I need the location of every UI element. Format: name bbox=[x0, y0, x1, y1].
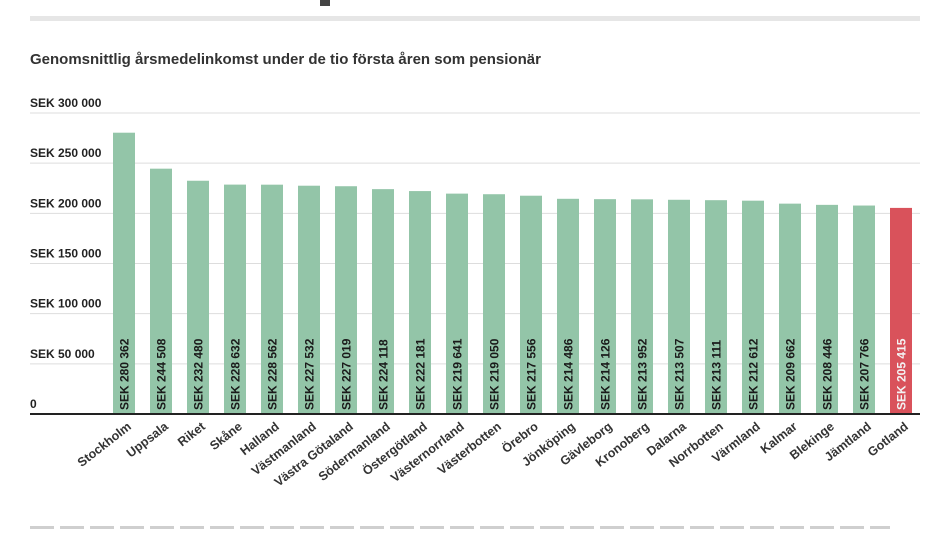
x-tick-label: Gotland bbox=[865, 419, 911, 459]
bar bbox=[557, 198, 579, 414]
bar bbox=[372, 189, 394, 414]
data-label: SEK 227 019 bbox=[340, 338, 354, 410]
data-label: SEK 222 181 bbox=[414, 338, 428, 410]
bar bbox=[742, 200, 764, 414]
bar bbox=[335, 186, 357, 414]
bar bbox=[187, 180, 209, 414]
bar bbox=[779, 203, 801, 414]
gridlines bbox=[30, 112, 920, 365]
data-label: SEK 213 111 bbox=[710, 340, 724, 410]
bar bbox=[261, 184, 283, 414]
bar bbox=[483, 194, 505, 414]
data-label: SEK 214 486 bbox=[562, 338, 576, 410]
data-label: SEK 219 641 bbox=[451, 338, 465, 410]
data-label: SEK 228 632 bbox=[229, 338, 243, 410]
data-label: SEK 227 532 bbox=[303, 338, 317, 410]
bars bbox=[113, 132, 912, 414]
data-label: SEK 280 362 bbox=[118, 338, 132, 410]
bar bbox=[520, 195, 542, 414]
y-tick-label: SEK 250 000 bbox=[30, 146, 102, 160]
bar bbox=[409, 191, 431, 414]
data-label: SEK 213 952 bbox=[636, 338, 650, 410]
data-label: SEK 224 118 bbox=[377, 339, 391, 410]
y-axis-ticks: 0 SEK 50 000 SEK 100 000 SEK 150 000 SEK 200… bbox=[30, 96, 102, 411]
data-label: SEK 219 050 bbox=[488, 338, 502, 410]
y-tick-label: 0 bbox=[30, 397, 37, 411]
x-tick-label: Uppsala bbox=[124, 419, 172, 461]
bar bbox=[705, 200, 727, 414]
data-label: SEK 209 662 bbox=[784, 338, 798, 410]
y-tick-label: SEK 300 000 bbox=[30, 96, 102, 110]
bar bbox=[298, 185, 320, 414]
bar bbox=[224, 184, 246, 414]
bar bbox=[816, 204, 838, 414]
cropped-heading-fragment bbox=[320, 0, 330, 6]
data-label: SEK 212 612 bbox=[747, 338, 761, 410]
y-tick-label: SEK 150 000 bbox=[30, 247, 102, 261]
data-label: SEK 232 480 bbox=[192, 338, 206, 410]
data-label: SEK 213 507 bbox=[673, 338, 687, 410]
cropped-footnote bbox=[30, 526, 890, 529]
bar bbox=[668, 199, 690, 414]
data-label: SEK 208 446 bbox=[821, 338, 835, 410]
x-tick-label: Riket bbox=[175, 419, 208, 449]
bar bbox=[853, 205, 875, 414]
bar bbox=[890, 207, 912, 414]
data-label: SEK 205 415 bbox=[895, 338, 909, 410]
bar bbox=[631, 199, 653, 414]
y-tick-label: SEK 200 000 bbox=[30, 196, 102, 210]
data-label: SEK 228 562 bbox=[266, 338, 280, 410]
value-labels: SEK 280 362 SEK 244 508 SEK 232 480 SEK 228… bbox=[118, 338, 909, 410]
data-label: SEK 214 126 bbox=[599, 338, 613, 410]
bar bbox=[446, 193, 468, 414]
y-tick-label: SEK 50 000 bbox=[30, 347, 95, 361]
bar bbox=[113, 132, 135, 414]
bar bbox=[150, 168, 172, 414]
y-tick-label: SEK 100 000 bbox=[30, 297, 102, 311]
x-tick-label: Stockholm bbox=[75, 419, 134, 469]
bar bbox=[594, 199, 616, 414]
data-label: SEK 217 556 bbox=[525, 338, 539, 410]
chart-title: Genomsnittlig årsmedelinkomst under de t… bbox=[30, 51, 541, 68]
data-label: SEK 207 766 bbox=[858, 338, 872, 410]
x-tick-label: Västerbotten bbox=[435, 419, 504, 477]
top-divider bbox=[30, 16, 920, 21]
data-label: SEK 244 508 bbox=[155, 338, 169, 410]
